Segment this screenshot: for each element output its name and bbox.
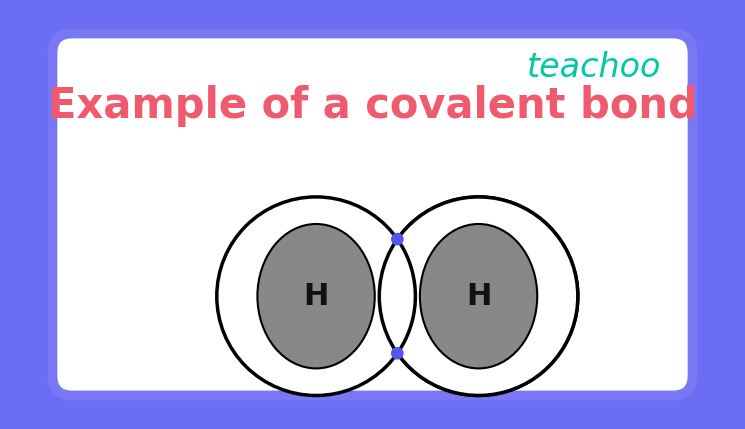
Text: H: H [303, 282, 329, 311]
Text: Example of a covalent bond: Example of a covalent bond [48, 85, 697, 127]
Polygon shape [397, 197, 578, 396]
Ellipse shape [420, 224, 537, 369]
Circle shape [217, 197, 416, 396]
FancyBboxPatch shape [52, 33, 693, 396]
Text: H: H [466, 282, 491, 311]
Text: teachoo: teachoo [527, 51, 662, 84]
Circle shape [391, 347, 404, 360]
Circle shape [391, 233, 404, 245]
Circle shape [379, 197, 578, 396]
Ellipse shape [258, 224, 375, 369]
